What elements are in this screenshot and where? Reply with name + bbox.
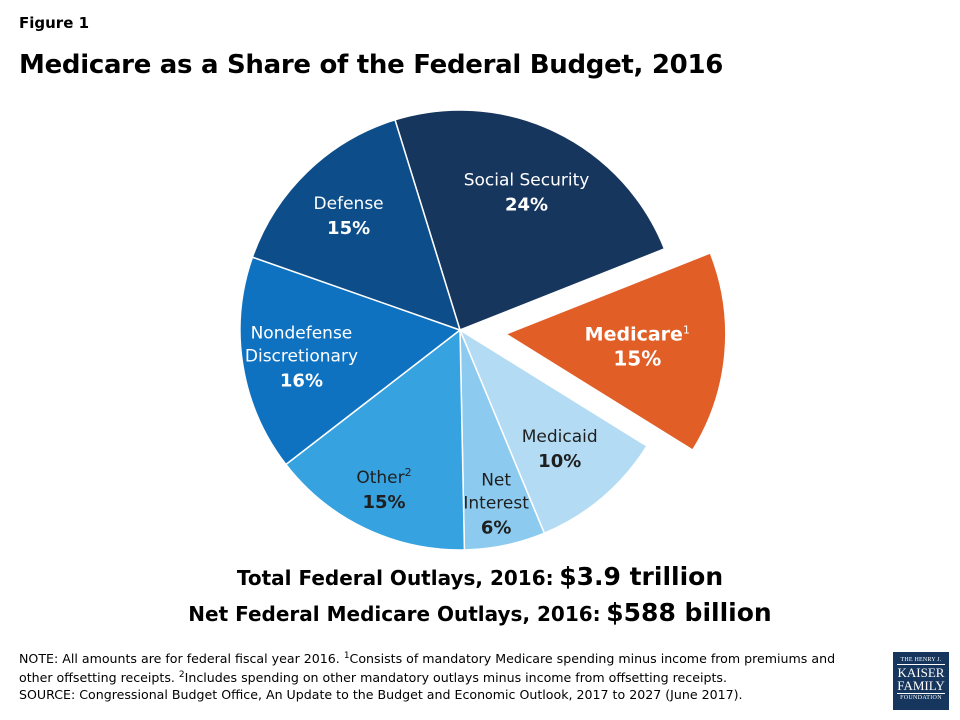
kff-logo: THE HENRY J. KAISER FAMILY FOUNDATION [893, 652, 949, 710]
medicare-outlays-label: Net Federal Medicare Outlays, 2016: [188, 602, 601, 626]
total-outlays: Total Federal Outlays, 2016: $3.9 trilli… [0, 562, 960, 591]
pie-slice-social-security [394, 109, 666, 331]
total-outlays-value: $3.9 trillion [559, 562, 724, 591]
source-text: SOURCE: Congressional Budget Office, An … [19, 687, 743, 703]
medicare-outlays-value: $588 billion [606, 598, 772, 627]
pie-label-nondefense-discretionary: Nondefense Discretionary 16% [245, 324, 358, 392]
chart-title: Medicare as a Share of the Federal Budge… [19, 50, 724, 80]
pie-label-other: Other2 15% [356, 466, 411, 513]
pie-slice-defense [251, 118, 462, 332]
pie-label-defense: Defense 15% [314, 194, 384, 239]
pie-chart: Social Security 24% Medicare1 15% Medicaid 10… [239, 109, 727, 551]
pie-slice-medicaid [458, 328, 648, 535]
pie-slice-medicare [504, 251, 727, 452]
note-text: NOTE: All amounts are for federal fiscal… [19, 651, 836, 686]
pie-slice-other [284, 328, 466, 551]
medicare-outlays: Net Federal Medicare Outlays, 2016: $588… [0, 598, 960, 627]
pie-label-net-interest: Net Interest 6% [463, 470, 529, 538]
footnotes: NOTE: All amounts are for federal fiscal… [19, 648, 869, 703]
total-outlays-label: Total Federal Outlays, 2016: [236, 566, 554, 590]
pie-label-social-security: Social Security 24% [464, 171, 590, 216]
figure-label: Figure 1 [19, 14, 90, 32]
pie-slices [239, 109, 727, 551]
pie-label-medicaid: Medicaid 10% [522, 427, 598, 472]
pie-label-medicare: Medicare1 15% [585, 323, 690, 370]
pie-slice-nondefense-discretionary [239, 256, 462, 466]
pie-labels: Social Security 24% Medicare1 15% Medicaid 10… [245, 171, 690, 539]
